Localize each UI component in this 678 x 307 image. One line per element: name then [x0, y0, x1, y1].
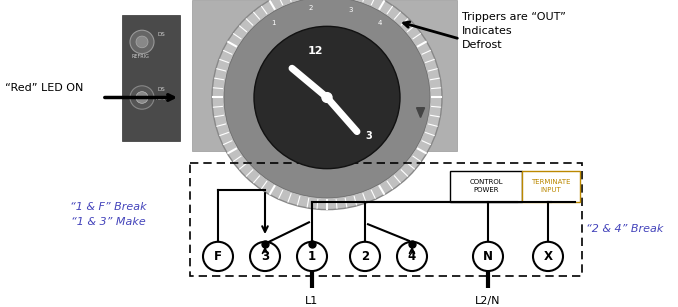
Circle shape: [136, 36, 148, 48]
Text: 3: 3: [261, 250, 269, 263]
Text: “Red” LED ON: “Red” LED ON: [5, 83, 83, 93]
Text: “2 & 4” Break: “2 & 4” Break: [586, 224, 664, 234]
Circle shape: [130, 86, 154, 109]
Circle shape: [473, 242, 503, 271]
Bar: [522, 171, 580, 202]
Text: DS: DS: [157, 87, 165, 92]
Circle shape: [533, 242, 563, 271]
Circle shape: [254, 26, 400, 169]
Text: “1 & F” Break
“1 & 3” Make: “1 & F” Break “1 & 3” Make: [70, 202, 146, 227]
Text: X: X: [544, 250, 553, 263]
Text: F: F: [214, 250, 222, 263]
Text: DS: DS: [157, 32, 165, 37]
Text: L2/N: L2/N: [475, 296, 501, 306]
Text: 3: 3: [348, 7, 353, 13]
Text: 2: 2: [361, 250, 369, 263]
Circle shape: [250, 242, 280, 271]
Circle shape: [297, 242, 327, 271]
Text: 12: 12: [307, 46, 323, 56]
Text: 4: 4: [378, 20, 382, 26]
Text: ROST: ROST: [155, 96, 168, 101]
Text: L1: L1: [305, 296, 319, 306]
Circle shape: [212, 0, 442, 210]
Text: Trippers are “OUT”
Indicates
Defrost: Trippers are “OUT” Indicates Defrost: [462, 12, 566, 50]
Bar: [450, 171, 522, 202]
Circle shape: [322, 93, 332, 102]
Text: REFRIG: REFRIG: [132, 55, 150, 60]
Bar: [190, 163, 582, 276]
Text: CONTROL
POWER: CONTROL POWER: [469, 180, 503, 193]
Circle shape: [130, 30, 154, 54]
Polygon shape: [416, 108, 424, 118]
Circle shape: [397, 242, 427, 271]
Text: 2: 2: [308, 5, 313, 11]
Text: 1: 1: [308, 250, 316, 263]
Text: TERMINATE
INPUT: TERMINATE INPUT: [532, 180, 571, 193]
Text: N: N: [483, 250, 493, 263]
Circle shape: [136, 92, 148, 103]
Text: PASSLIN 010-001: PASSLIN 010-001: [294, 5, 354, 11]
Bar: [122, 15, 180, 141]
Text: 1: 1: [271, 20, 276, 26]
Bar: [192, 0, 457, 151]
Circle shape: [224, 0, 430, 198]
Circle shape: [350, 242, 380, 271]
Text: 4: 4: [408, 250, 416, 263]
Text: 3: 3: [365, 131, 372, 142]
Circle shape: [203, 242, 233, 271]
